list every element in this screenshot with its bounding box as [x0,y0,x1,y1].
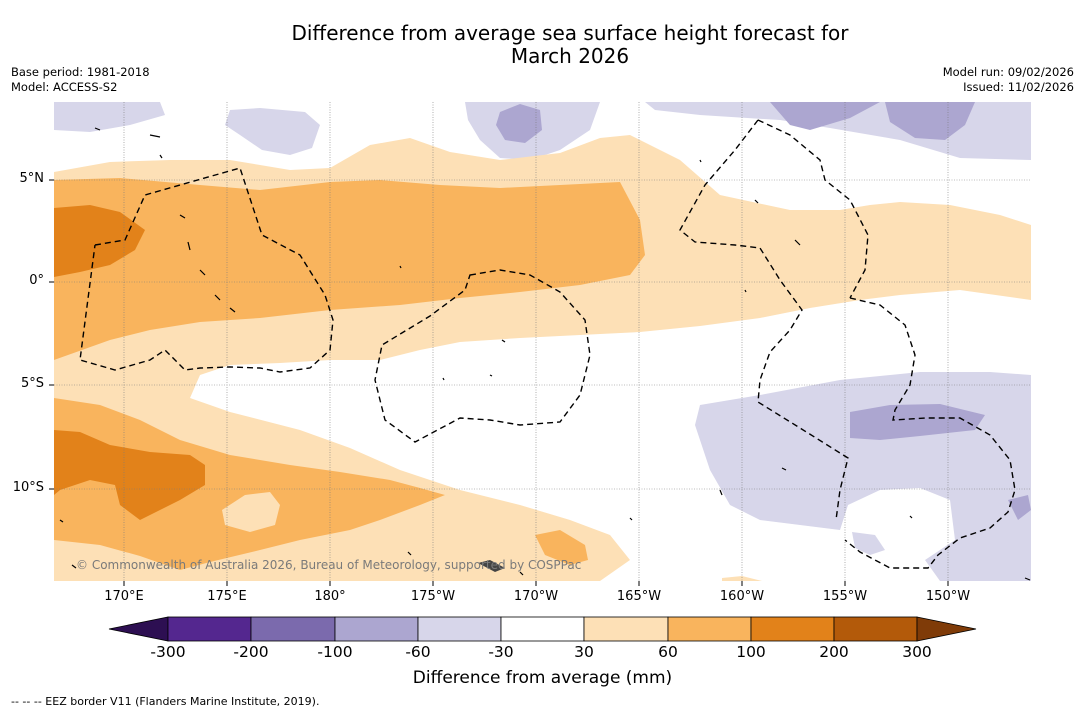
anomaly-negative-light-top-left [54,102,165,132]
anomaly-neutral-patch [222,492,280,532]
anomaly-positive-light-small-bottom [722,576,762,581]
eez-border-line-islands [757,119,869,299]
colorbar-label: 300 [902,643,932,661]
colorbar-label: 200 [819,643,849,661]
lat-label-10s: 10°S [12,480,44,495]
tick-marks [49,179,949,586]
anomaly-negative-mid-top-right-a [770,102,880,130]
map-field [54,102,1031,581]
colorbar-label: 30 [574,643,594,661]
anomaly-negative-mid-edge [1008,495,1031,520]
eez-border-central [679,119,849,521]
lon-label-165w: 165°W [616,589,662,604]
lon-label-170e: 170°E [104,589,144,604]
colorbar [108,616,977,642]
anomaly-positive-mid-lower [54,398,445,570]
anomaly-positive-strong-lower-left [54,430,205,520]
colorbar-bin-n30-p30 [500,616,585,642]
map-title-line1: Difference from average sea surface heig… [291,21,849,45]
colorbar-label: -30 [488,643,514,661]
model-name: Model: ACCESS-S2 [11,80,118,94]
lon-label-180: 180° [314,589,346,604]
metadata-right: Model run: 09/02/2026 Issued: 11/02/2026 [943,65,1074,95]
colorbar-label: 100 [736,643,766,661]
copyright-notice: © Commonwealth of Australia 2026, Bureau… [76,558,582,572]
lat-label-5s: 5°S [20,376,44,391]
colorbar-bin-n60-n30 [417,616,502,642]
lon-label-155w: 155°W [822,589,868,604]
map-title: Difference from average sea surface heig… [0,22,1085,68]
anomaly-positive-strong-upper-left [54,205,145,277]
colorbar-label: 60 [658,643,678,661]
colorbar-label: -60 [405,643,431,661]
map-title-line2: March 2026 [510,44,630,68]
anomaly-negative-mid-lower-right [850,404,985,440]
anomaly-positive-mid-upper [54,178,645,360]
eez-borders [79,119,1016,569]
metadata-left: Base period: 1981-2018 Model: ACCESS-S2 [11,65,150,95]
colorbar-label: -100 [317,643,353,661]
colorbar-title: Difference from average (mm) [412,668,673,688]
eez-border-tuvalu-kiribati [79,167,334,373]
lat-label-5n: 5°N [19,171,45,186]
colorbar-bin-p100-p200 [750,616,835,642]
model-run: Model run: 09/02/2026 [942,65,1074,79]
anomaly-negative-light-top-mid [225,108,320,155]
anomaly-negative-light-small-island [852,532,885,555]
eez-border-french-polynesia [844,297,1016,569]
islands [59,127,1031,581]
colorbar-bin-n100-n60 [334,616,419,642]
lon-label-150w: 150°W [925,589,971,604]
colorbar-label: -300 [150,643,186,661]
lat-label-0: 0° [29,273,44,288]
colorbar-bin-p200-p300 [833,616,918,642]
island-samoa [478,560,505,572]
colorbar-bin-p30-p60 [583,616,669,642]
anomaly-positive-mid-small [535,530,588,565]
colorbar-bin-n200-n100 [250,616,336,642]
lon-label-175w: 175°W [410,589,456,604]
colorbar-arrow-low [108,616,169,642]
lon-label-170w: 170°W [513,589,559,604]
anomaly-negative-mid-center [496,104,542,143]
colorbar-arrow-high [916,616,977,642]
lon-label-175e: 175°E [207,589,247,604]
eez-footnote: -- -- -- EEZ border V11 (Flanders Marine… [11,695,320,708]
colorbar-bin-p60-p100 [667,616,752,642]
lon-label-160w: 160°W [719,589,765,604]
issued-date: Issued: 11/02/2026 [963,80,1074,94]
base-period: Base period: 1981-2018 [11,65,150,79]
colorbar-label: -200 [233,643,269,661]
anomaly-negative-mid-top-right-b [885,102,975,140]
colorbar-bin-n300-n200 [167,616,252,642]
